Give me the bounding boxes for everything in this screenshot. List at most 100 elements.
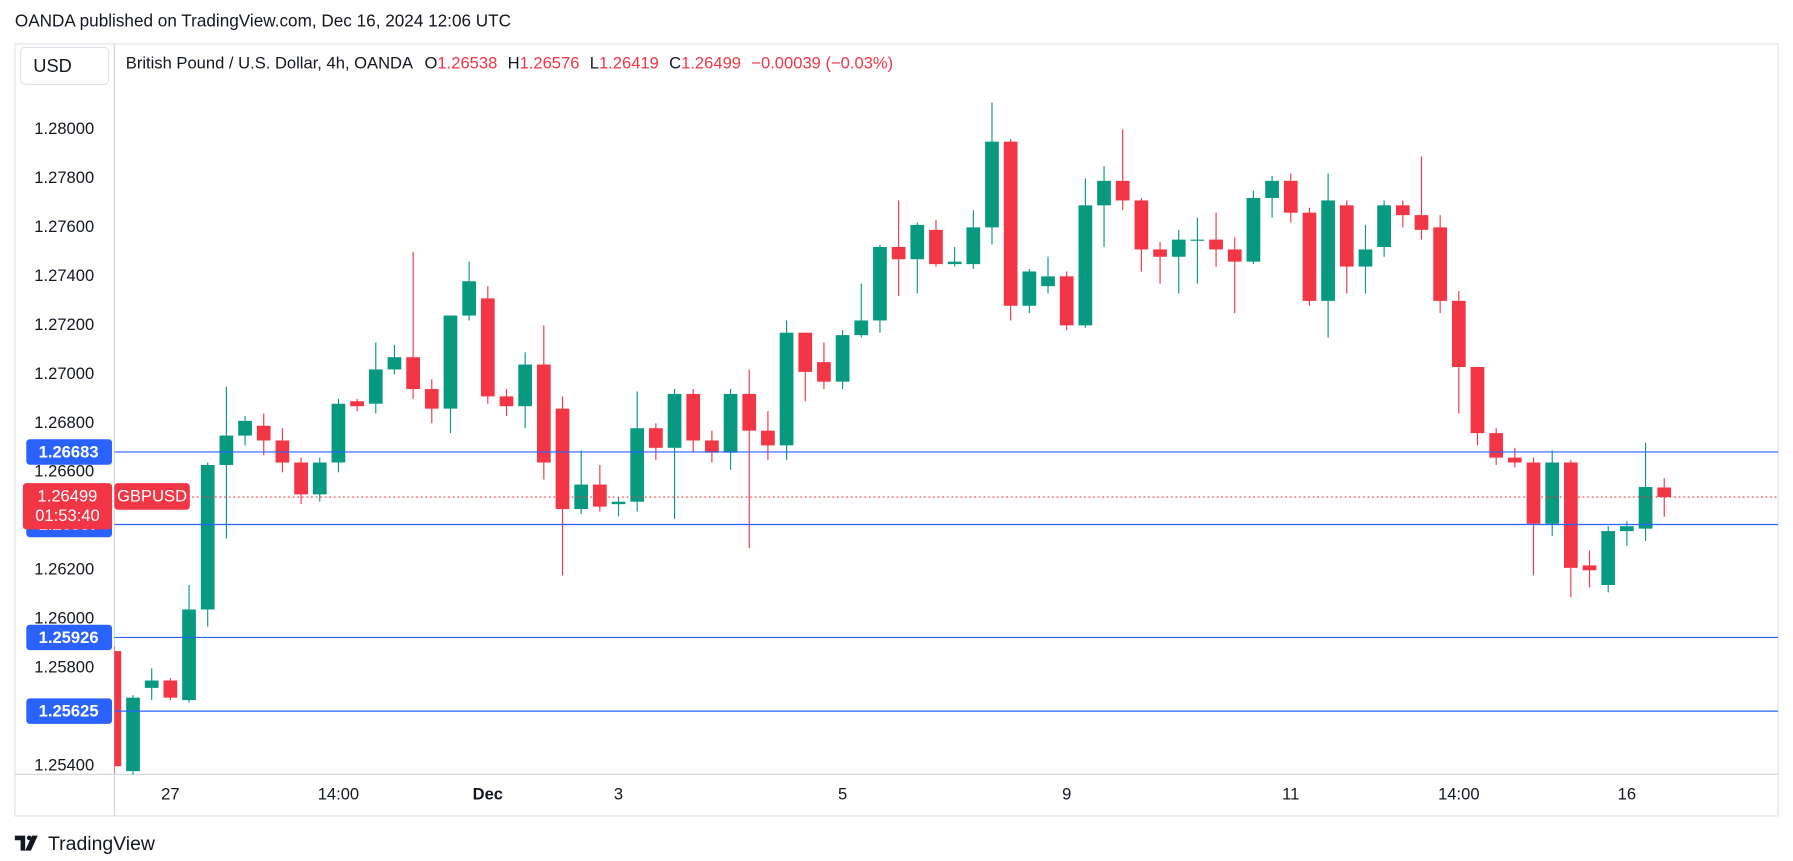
candle-body: [1545, 462, 1560, 524]
candle-body: [1097, 180, 1111, 206]
candle-body: [1265, 180, 1279, 198]
candle-body: [443, 315, 458, 409]
candle-body: [144, 680, 159, 688]
candle-body: [1153, 249, 1167, 257]
currency-label[interactable]: USD: [33, 55, 72, 76]
countdown-label: 01:53:40: [35, 506, 99, 525]
x-tick-label: 27: [161, 784, 179, 803]
candle-body: [779, 332, 794, 446]
candle-body: [1395, 205, 1410, 216]
x-tick-label: 9: [1062, 784, 1071, 803]
candle-body: [1470, 366, 1485, 434]
y-tick-label: 1.25400: [34, 756, 94, 775]
candle-body: [312, 462, 327, 495]
candle-body: [1620, 526, 1634, 532]
logo-mark: [26, 835, 32, 841]
candle-body: [1078, 205, 1093, 326]
symbol-tag: [114, 483, 190, 510]
candle-body: [256, 425, 271, 441]
footer-logo: [14, 835, 38, 851]
candle-body: [331, 403, 346, 463]
candle-body: [966, 227, 981, 265]
candle-body: [854, 320, 869, 336]
candle-body: [126, 697, 140, 772]
candle-body: [742, 393, 757, 431]
candle-body: [1283, 180, 1298, 213]
candle-body: [1321, 200, 1335, 301]
candle-body: [1302, 212, 1317, 301]
currency-button[interactable]: [20, 46, 110, 85]
candle-body: [350, 401, 364, 407]
y-tick-label: 1.26000: [34, 609, 94, 628]
candle-body: [1246, 197, 1261, 262]
y-tick-label: 1.27000: [34, 364, 94, 383]
candle-body: [1115, 180, 1130, 201]
candle-body: [1003, 141, 1018, 306]
candle-body: [1507, 457, 1522, 463]
current-price-tag: [22, 483, 113, 530]
y-tick-label: 1.27200: [34, 315, 94, 334]
candle-body: [1657, 487, 1672, 498]
price-line-tag: [26, 439, 113, 465]
candle-body: [835, 335, 850, 382]
candle-body: [1414, 215, 1429, 230]
candle-body: [873, 246, 887, 321]
y-tick-label: 1.26200: [34, 560, 94, 579]
candle-body: [1209, 239, 1223, 250]
candle-body: [200, 464, 215, 610]
price-line-label: 1.25625: [39, 702, 99, 721]
candle-body: [182, 609, 196, 701]
x-tick-label: Dec: [473, 784, 503, 803]
current-price-label: 1.26499: [38, 486, 98, 505]
published-line: OANDA published on TradingView.com, Dec …: [15, 10, 511, 30]
candle-body: [798, 332, 813, 372]
ohlc-value: 1.26499: [681, 54, 741, 73]
symbol-label: GBPUSD: [117, 486, 187, 505]
candle-body: [1134, 200, 1149, 250]
candle-body: [1377, 205, 1391, 247]
candle-body: [1601, 531, 1616, 585]
candle-body: [480, 298, 495, 397]
candle-body: [1339, 205, 1354, 267]
x-tick-label: 3: [614, 784, 623, 803]
ohlc-key: O: [425, 54, 438, 73]
candle-body: [667, 393, 682, 448]
candle-body: [910, 224, 925, 260]
y-tick-label: 1.26600: [34, 462, 94, 481]
ohlc-key: L: [590, 54, 599, 73]
candle-body: [368, 369, 383, 404]
candle-body: [611, 501, 626, 505]
candle-body: [1582, 565, 1597, 571]
chart-frame: [14, 43, 1779, 817]
x-tick-label: 14:00: [1438, 784, 1479, 803]
candle-body: [518, 364, 533, 407]
candle-body: [817, 362, 831, 382]
candle-body: [406, 357, 420, 390]
ohlc-value: 1.26419: [599, 54, 659, 73]
candle-body: [723, 393, 738, 453]
ohlc-value: 1.26538: [437, 54, 497, 73]
candle-body: [1358, 249, 1373, 267]
candle-body: [462, 281, 477, 316]
logo-mark: [14, 835, 26, 851]
logo-mark: [25, 835, 38, 851]
candle-body: [686, 393, 701, 441]
candle-body: [761, 430, 775, 446]
candle-body: [1433, 227, 1448, 301]
plot-area: [114, 102, 1779, 775]
candle-body: [985, 141, 999, 228]
candle-body: [1227, 249, 1242, 262]
candle-body: [536, 364, 551, 463]
candle-body: [163, 680, 178, 698]
y-tick-label: 1.28000: [34, 119, 94, 138]
candle-body: [1022, 271, 1037, 306]
price-line-tag: [26, 698, 113, 724]
candle-body: [294, 462, 308, 495]
candle-body: [219, 435, 234, 465]
change-value: −0.00039 (−0.03%): [751, 54, 893, 73]
y-tick-label: 1.25800: [34, 658, 94, 677]
candle-body: [1171, 239, 1186, 257]
candle-body: [1638, 487, 1653, 529]
y-tick-label: 1.27800: [34, 168, 94, 187]
